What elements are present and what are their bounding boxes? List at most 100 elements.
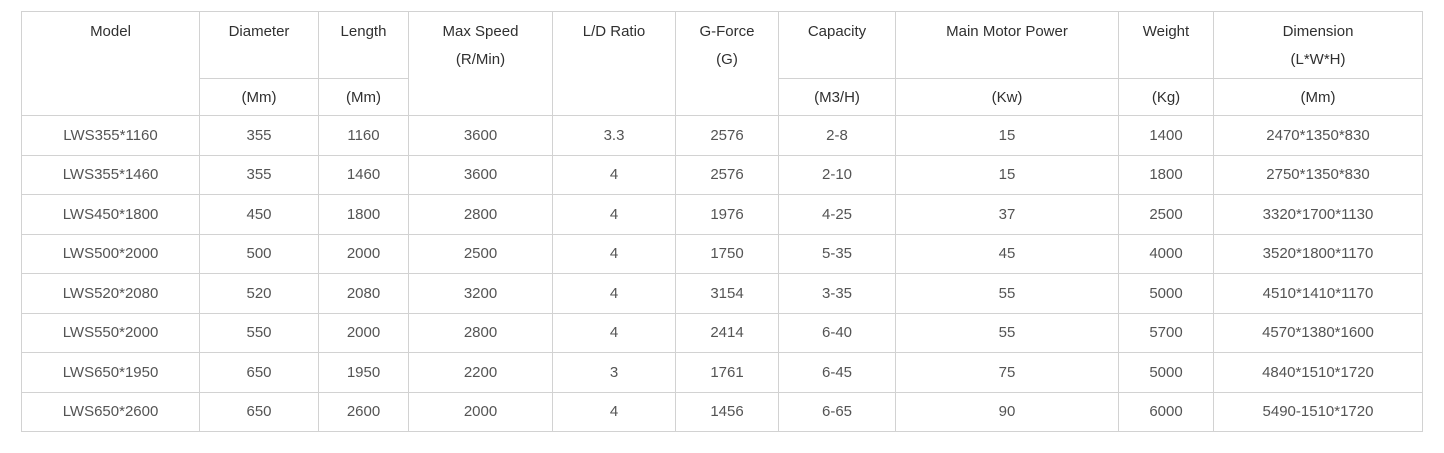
cell-diameter: 520 (199, 273, 319, 314)
cell-ld-ratio: 4 (552, 273, 676, 314)
cell-dimension: 2470*1350*830 (1213, 115, 1423, 156)
cell-length: 1800 (318, 194, 409, 235)
cell-capacity: 6-65 (778, 391, 896, 432)
table-row: LWS550*2000 550 2000 2800 4 2414 6-40 55 5700 457… (21, 312, 1423, 353)
cell-model: LWS450*1800 (21, 194, 200, 235)
unit-diameter: (Mm) (199, 78, 319, 116)
cell-diameter: 650 (199, 391, 319, 432)
cell-diameter: 500 (199, 233, 319, 274)
cell-capacity: 6-40 (778, 312, 896, 353)
cell-length: 1460 (318, 154, 409, 195)
cell-length: 1950 (318, 352, 409, 393)
product-spec-table: Model Diameter Length Max Speed (R/Min) … (21, 11, 1423, 432)
cell-g-force: 1761 (675, 352, 779, 393)
cell-capacity: 2-8 (778, 115, 896, 156)
header-max-speed-line2: (R/Min) (455, 51, 506, 68)
header-row-labels: Model Diameter Length Max Speed (R/Min) … (21, 11, 1423, 116)
cell-diameter: 355 (199, 115, 319, 156)
cell-main-motor-power: 75 (895, 352, 1119, 393)
cell-weight: 1800 (1118, 154, 1214, 195)
cell-g-force: 1976 (675, 194, 779, 235)
cell-max-speed: 2800 (408, 194, 553, 235)
header-g-force-line1: G-Force (699, 23, 755, 40)
header-max-speed-line1: Max Speed (442, 23, 519, 40)
cell-g-force: 2414 (675, 312, 779, 353)
cell-weight: 4000 (1118, 233, 1214, 274)
cell-max-speed: 2200 (408, 352, 553, 393)
cell-diameter: 650 (199, 352, 319, 393)
cell-capacity: 6-45 (778, 352, 896, 393)
cell-dimension: 4510*1410*1170 (1213, 273, 1423, 314)
cell-ld-ratio: 4 (552, 194, 676, 235)
unit-length: (Mm) (318, 78, 409, 116)
cell-weight: 5000 (1118, 352, 1214, 393)
table-row: LWS355*1460 355 1460 3600 4 2576 2-10 15 1800 275… (21, 154, 1423, 195)
table-row: LWS355*1160 355 1160 3600 3.3 2576 2-8 15 1400 24… (21, 115, 1423, 156)
cell-main-motor-power: 45 (895, 233, 1119, 274)
table-row: LWS650*2600 650 2600 2000 4 1456 6-65 90 6000 549… (21, 391, 1423, 432)
cell-weight: 5700 (1118, 312, 1214, 353)
cell-length: 2600 (318, 391, 409, 432)
cell-length: 1160 (318, 115, 409, 156)
cell-model: LWS355*1160 (21, 115, 200, 156)
cell-weight: 5000 (1118, 273, 1214, 314)
cell-dimension: 4570*1380*1600 (1213, 312, 1423, 353)
cell-g-force: 2576 (675, 154, 779, 195)
cell-ld-ratio: 4 (552, 312, 676, 353)
cell-weight: 2500 (1118, 194, 1214, 235)
table-row: LWS520*2080 520 2080 3200 4 3154 3-35 55 5000 451… (21, 273, 1423, 314)
cell-model: LWS355*1460 (21, 154, 200, 195)
cell-main-motor-power: 37 (895, 194, 1119, 235)
table-header: Model Diameter Length Max Speed (R/Min) … (21, 11, 1423, 116)
cell-g-force: 1750 (675, 233, 779, 274)
unit-capacity: (M3/H) (778, 78, 896, 116)
cell-max-speed: 3600 (408, 115, 553, 156)
table-row: LWS500*2000 500 2000 2500 4 1750 5-35 45 4000 352… (21, 233, 1423, 274)
header-main-motor-power: Main Motor Power (895, 11, 1119, 79)
table-body: LWS355*1160 355 1160 3600 3.3 2576 2-8 15 1400 24… (21, 115, 1423, 432)
cell-dimension: 3520*1800*1170 (1213, 233, 1423, 274)
table-row: LWS450*1800 450 1800 2800 4 1976 4-25 37 2500 332… (21, 194, 1423, 235)
header-ld-ratio: L/D Ratio (552, 11, 676, 116)
header-length: Length (318, 11, 409, 79)
header-max-speed: Max Speed (R/Min) (408, 11, 553, 116)
cell-ld-ratio: 4 (552, 391, 676, 432)
cell-main-motor-power: 15 (895, 115, 1119, 156)
unit-dimension: (Mm) (1213, 78, 1423, 116)
cell-capacity: 4-25 (778, 194, 896, 235)
cell-model: LWS550*2000 (21, 312, 200, 353)
header-dimension-line1: Dimension (1282, 23, 1354, 40)
cell-ld-ratio: 4 (552, 233, 676, 274)
cell-diameter: 355 (199, 154, 319, 195)
header-g-force: G-Force (G) (675, 11, 779, 116)
unit-weight: (Kg) (1118, 78, 1214, 116)
cell-g-force: 3154 (675, 273, 779, 314)
cell-diameter: 450 (199, 194, 319, 235)
cell-weight: 6000 (1118, 391, 1214, 432)
cell-main-motor-power: 90 (895, 391, 1119, 432)
cell-max-speed: 2000 (408, 391, 553, 432)
cell-dimension: 2750*1350*830 (1213, 154, 1423, 195)
cell-model: LWS650*1950 (21, 352, 200, 393)
header-dimension-line2: (L*W*H) (1290, 51, 1346, 68)
cell-length: 2000 (318, 312, 409, 353)
cell-capacity: 3-35 (778, 273, 896, 314)
cell-dimension: 4840*1510*1720 (1213, 352, 1423, 393)
header-capacity: Capacity (778, 11, 896, 79)
cell-ld-ratio: 3.3 (552, 115, 676, 156)
cell-capacity: 5-35 (778, 233, 896, 274)
header-row-units: (Mm) (Mm) (M3/H) (Kw) (Kg) (Mm) (22, 78, 1423, 116)
unit-main-motor-power: (Kw) (895, 78, 1119, 116)
header-weight: Weight (1118, 11, 1214, 79)
cell-ld-ratio: 4 (552, 154, 676, 195)
cell-main-motor-power: 15 (895, 154, 1119, 195)
table-row: LWS650*1950 650 1950 2200 3 1761 6-45 75 5000 484… (21, 352, 1423, 393)
cell-model: LWS650*2600 (21, 391, 200, 432)
cell-main-motor-power: 55 (895, 273, 1119, 314)
header-model: Model (21, 11, 200, 116)
cell-dimension: 3320*1700*1130 (1213, 194, 1423, 235)
cell-max-speed: 3600 (408, 154, 553, 195)
cell-model: LWS520*2080 (21, 273, 200, 314)
header-g-force-line2: (G) (716, 51, 738, 68)
cell-dimension: 5490-1510*1720 (1213, 391, 1423, 432)
